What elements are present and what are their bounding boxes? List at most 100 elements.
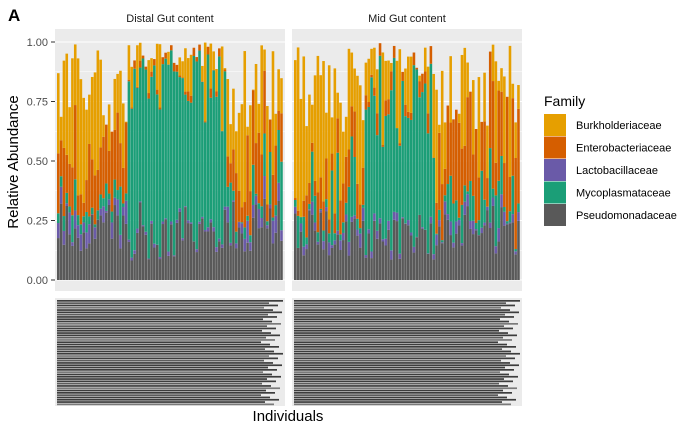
bar-segment	[423, 47, 427, 72]
bar-segment	[226, 206, 230, 223]
bar-segment	[186, 220, 190, 224]
bar-segment	[138, 42, 142, 61]
bar-segment	[440, 242, 444, 244]
bar-segment	[452, 119, 455, 204]
bar-segment	[240, 207, 244, 223]
bar-segment	[398, 143, 402, 146]
bar-segment	[184, 207, 187, 280]
legend-label: Lactobacillaceae	[576, 165, 658, 177]
bar-segment	[121, 103, 125, 168]
bar-segment	[367, 101, 371, 107]
bar-segment	[415, 237, 419, 280]
bar-segment	[319, 75, 323, 178]
bar-segment	[133, 253, 136, 280]
bar-segment	[184, 48, 187, 92]
bar-segment	[488, 148, 492, 223]
bar-segment	[463, 145, 467, 186]
bar-segment	[491, 197, 495, 206]
x-tick-label-mark	[294, 327, 513, 330]
bar-segment	[373, 220, 376, 280]
bar-segment	[469, 228, 472, 280]
bar-segment	[229, 124, 232, 164]
bar-segment	[466, 206, 469, 280]
legend-label: Mycoplasmataceae	[576, 188, 671, 200]
bar-segment	[57, 73, 60, 154]
bar-segment	[381, 146, 385, 240]
x-tick-label-mark	[294, 385, 508, 387]
bar-segment	[378, 55, 382, 219]
bar-segment	[361, 207, 365, 221]
bar-segment	[319, 208, 323, 211]
bar-segment	[353, 68, 356, 112]
bar-segment	[370, 77, 373, 252]
bar-segment	[263, 49, 266, 71]
bar-segment	[71, 242, 74, 246]
bar-segment	[88, 216, 91, 225]
bar-segment	[449, 235, 452, 280]
bar-segment	[153, 243, 156, 248]
bar-segment	[505, 223, 509, 225]
bar-segment	[384, 100, 387, 116]
bar-segment	[203, 122, 207, 230]
bar-segment	[209, 222, 213, 280]
bar-segment	[243, 251, 247, 280]
bar-segment	[508, 223, 512, 280]
x-tick-label-mark	[294, 329, 499, 332]
bar-segment	[195, 61, 199, 250]
bar-segment	[325, 199, 328, 208]
bar-segment	[378, 223, 382, 280]
bar-segment	[136, 45, 139, 87]
bar-segment	[480, 170, 484, 228]
bar-segment	[435, 233, 438, 235]
bar-segment	[263, 175, 266, 199]
bar-segment	[85, 248, 88, 280]
bar-segment	[124, 223, 128, 280]
bar-segment	[327, 255, 331, 280]
bar-segment	[257, 208, 261, 229]
bar-segment	[409, 56, 413, 113]
bar-segment	[73, 179, 77, 211]
bar-segment	[302, 255, 306, 280]
bar-segment	[339, 250, 342, 280]
bar-segment	[158, 107, 162, 110]
bar-segment	[440, 70, 444, 185]
bar-segment	[147, 93, 150, 99]
bar-segment	[167, 251, 170, 256]
bar-segment	[435, 234, 438, 246]
bar-segment	[79, 79, 83, 195]
bar-segment	[503, 211, 506, 226]
bar-segment	[195, 57, 199, 62]
bar-segment	[181, 240, 184, 280]
bar-segment	[322, 249, 325, 280]
bar-segment	[505, 221, 509, 224]
bar-segment	[503, 76, 506, 164]
bar-segment	[232, 149, 235, 191]
bar-segment	[243, 202, 247, 228]
bar-segment	[350, 136, 354, 217]
bar-segment	[350, 216, 354, 222]
bar-segment	[313, 222, 317, 231]
bar-segment	[367, 106, 371, 230]
bar-segment	[407, 117, 410, 221]
bar-segment	[189, 223, 193, 280]
bar-segment	[511, 98, 515, 176]
bar-segment	[361, 167, 365, 205]
bar-segment	[463, 47, 467, 146]
bar-segment	[153, 59, 156, 66]
bar-segment	[466, 62, 469, 98]
bar-segment	[68, 107, 71, 164]
bar-segment	[418, 81, 421, 98]
bar-segment	[517, 108, 520, 204]
bar-segment	[401, 217, 404, 219]
bar-segment	[325, 211, 328, 280]
bar-segment	[85, 211, 88, 233]
bar-segment	[65, 192, 69, 204]
bar-segment	[316, 232, 320, 242]
bar-segment	[271, 51, 275, 175]
bar-segment	[220, 46, 224, 131]
bar-segment	[240, 222, 244, 224]
bar-segment	[226, 156, 230, 187]
bar-segment	[452, 242, 455, 248]
bar-segment	[107, 199, 111, 205]
bar-segment	[381, 145, 385, 147]
